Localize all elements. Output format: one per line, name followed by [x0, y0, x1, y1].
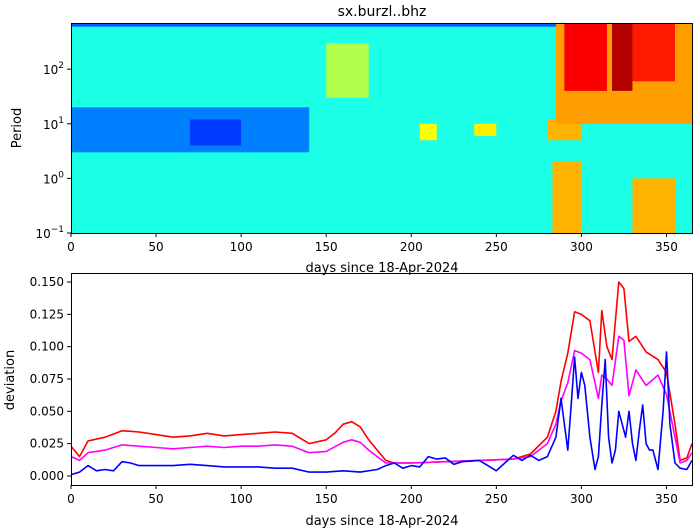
heat-cell-10	[612, 23, 633, 91]
spectrogram-x-label: days since 18-Apr-2024	[305, 261, 458, 276]
deviation-panel: 0 50 100 150 200 250 300 350 0.0000.0250.0500.0…	[3, 273, 693, 529]
heat-cell-6	[474, 123, 497, 136]
deviation-line-0	[70, 281, 693, 464]
deviation-y-label: deviation	[3, 350, 18, 410]
heat-cell-9	[564, 23, 607, 91]
x-tick-label: 150	[315, 492, 338, 506]
x-tick-label: 150	[315, 240, 338, 254]
x-tick-label: 200	[400, 240, 423, 254]
deviation-series	[70, 281, 693, 476]
x-tick-label: 0	[67, 240, 75, 254]
y-tick-label: 0.000	[30, 469, 64, 483]
y-tick-label: 102	[43, 61, 64, 77]
deviation-line-2	[70, 351, 693, 476]
x-tick-label: 100	[230, 240, 253, 254]
y-tick-label: 0.100	[30, 340, 64, 354]
x-tick-label: 50	[148, 240, 163, 254]
spectrogram-y-ticks: 10−1 100 101 102	[35, 61, 71, 241]
heat-cell-12	[552, 161, 582, 233]
spectrogram-cells	[71, 23, 692, 233]
x-tick-label: 100	[230, 492, 253, 506]
deviation-frame	[71, 273, 693, 486]
spectrogram-x-ticks: 0 50 100 150 200 250 300 350	[67, 233, 678, 254]
x-tick-label: 50	[148, 492, 163, 506]
heat-cell-2	[190, 119, 242, 146]
x-tick-label: 250	[485, 492, 508, 506]
spectrogram-y-label: Period	[10, 108, 25, 149]
spectrogram-frame	[71, 23, 693, 234]
heat-cell-11	[632, 23, 675, 82]
deviation-y-ticks: 0.000 0.025 0.050 0.075 0.100 0.125 0.150	[30, 275, 71, 483]
y-tick-label: 0.075	[30, 372, 64, 386]
x-tick-label: 300	[570, 492, 593, 506]
y-tick-label: 0.125	[30, 307, 64, 321]
x-tick-label: 250	[485, 240, 508, 254]
heat-cell-4	[326, 43, 369, 98]
heat-cell-13	[632, 178, 675, 233]
x-tick-label: 300	[570, 240, 593, 254]
y-tick-label: 100	[43, 170, 64, 186]
y-tick-label: 0.150	[30, 275, 64, 289]
deviation-x-ticks: 0 50 100 150 200 250 300 350	[67, 485, 678, 506]
y-tick-label: 0.025	[30, 437, 64, 451]
y-tick-label: 0.050	[30, 404, 64, 418]
deviation-line-1	[70, 335, 693, 464]
x-tick-label: 350	[655, 240, 678, 254]
x-tick-label: 200	[400, 492, 423, 506]
heat-cell-5	[419, 123, 437, 141]
x-tick-label: 0	[67, 492, 75, 506]
y-tick-label: 10−1	[35, 225, 64, 241]
deviation-x-label: days since 18-Apr-2024	[305, 514, 458, 529]
y-tick-label: 101	[43, 116, 64, 132]
x-tick-label: 350	[655, 492, 678, 506]
spectrogram-title: sx.burzl..bhz	[338, 4, 427, 20]
spectrogram-panel: sx.burzl..bhz 0 50 100 150 200 250 300 350 10−1…	[10, 4, 693, 276]
heat-cell-7	[547, 119, 582, 141]
heat-cell-3	[71, 23, 582, 27]
